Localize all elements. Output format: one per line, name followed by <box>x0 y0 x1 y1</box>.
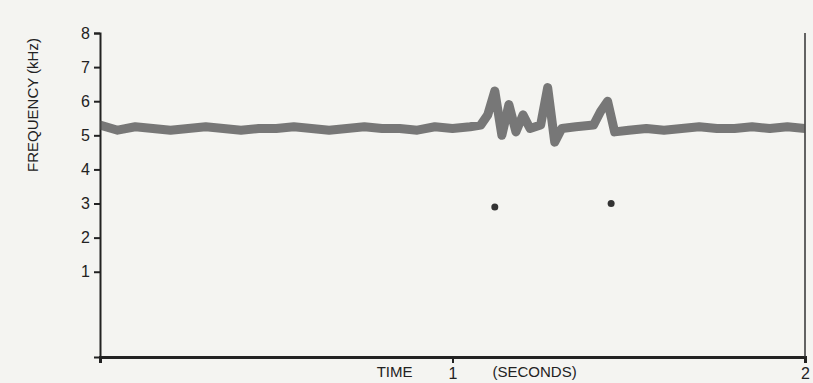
x-axis-title: TIME <box>377 363 413 380</box>
y-tick-mark <box>94 237 100 239</box>
y-tick-label: 2 <box>81 229 90 246</box>
y-tick-label: 7 <box>81 59 90 76</box>
trace-point <box>491 203 498 210</box>
y-axis-title: FREQUENCY (kHz) <box>24 38 41 172</box>
x-tick: 1 <box>449 357 458 382</box>
y-tick: 8 <box>81 25 100 42</box>
x-tick-label: 2 <box>801 365 810 382</box>
y-tick: 4 <box>81 161 100 178</box>
y-tick-mark <box>94 67 100 69</box>
y-tick-label: 8 <box>81 25 90 42</box>
y-tick: 6 <box>81 93 100 110</box>
y-tick-label: 1 <box>81 263 90 280</box>
frame-right <box>804 33 806 357</box>
y-tick-mark <box>94 271 100 273</box>
y-tick: 3 <box>81 195 100 212</box>
y-tick: 5 <box>81 127 100 144</box>
y-tick-mark <box>94 169 100 171</box>
y-tick: 2 <box>81 229 100 246</box>
plot-area <box>100 88 805 211</box>
x-tick-mark <box>452 357 454 363</box>
y-tick-mark <box>94 135 100 137</box>
y-tick-mark <box>94 101 100 103</box>
x-axis: 12 <box>101 357 811 382</box>
y-tick-mark <box>94 33 100 35</box>
trace-line <box>100 88 805 143</box>
x-axis-line <box>101 358 806 364</box>
y-tick-mark <box>94 203 100 205</box>
y-axis: 1 2 3 4 5 6 7 8 <box>81 25 100 358</box>
y-axis-line <box>94 34 101 358</box>
x-tick: 2 <box>801 357 810 382</box>
y-tick-label: 4 <box>81 161 90 178</box>
trace-point <box>608 200 615 207</box>
y-tick-label: 6 <box>81 93 90 110</box>
y-tick: 1 <box>81 263 100 280</box>
x-tick-label: 1 <box>449 365 458 382</box>
x-tick-mark <box>805 357 807 363</box>
y-tick-label: 3 <box>81 195 90 212</box>
x-axis-title: (SECONDS) <box>493 363 577 380</box>
y-tick: 7 <box>81 59 100 76</box>
chart: 1234567812FREQUENCY (kHz)TIME(SECONDS) <box>0 0 813 383</box>
y-tick-label: 5 <box>81 127 90 144</box>
